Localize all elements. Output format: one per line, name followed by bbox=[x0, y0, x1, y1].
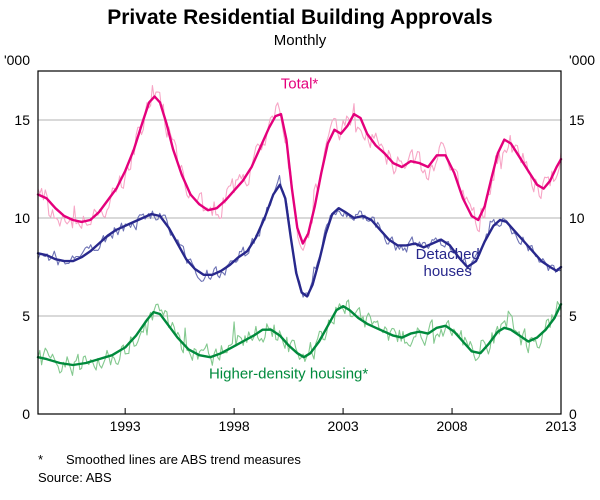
source-row: Source: ABS bbox=[38, 469, 600, 487]
y-tick-label-right-5: 5 bbox=[569, 308, 577, 324]
y-unit-right: '000 bbox=[569, 52, 595, 68]
chart-header: Private Residential Building Approvals M… bbox=[0, 0, 600, 49]
source-text: Source: ABS bbox=[38, 469, 112, 485]
y-tick-label-right-10: 10 bbox=[569, 210, 585, 226]
x-tick-label-2003: 2003 bbox=[328, 418, 359, 434]
chart-subtitle: Monthly bbox=[273, 32, 327, 50]
footnotes: * Smoothed lines are ABS trend measures … bbox=[0, 449, 600, 486]
y-tick-label-right-15: 15 bbox=[569, 112, 585, 128]
y-unit-left: '000 bbox=[4, 52, 30, 68]
y-tick-label-left-0: 0 bbox=[22, 406, 30, 422]
detached-houses-trend-line bbox=[36, 183, 563, 298]
y-tick-label-left-10: 10 bbox=[14, 210, 30, 226]
x-tick-label-1993: 1993 bbox=[110, 418, 141, 434]
footnote-row: * Smoothed lines are ABS trend measures bbox=[38, 451, 600, 469]
higher-density-housing-trend-line bbox=[36, 303, 563, 367]
total-series-label: Total* bbox=[281, 76, 319, 93]
higher-density-housing-monthly-line bbox=[37, 299, 562, 377]
total-monthly-line bbox=[37, 85, 562, 251]
x-tick-label-2013: 2013 bbox=[545, 418, 576, 434]
plot-frame bbox=[37, 70, 562, 415]
y-tick-label-right-0: 0 bbox=[569, 406, 577, 422]
footnote-text: Smoothed lines are ABS trend measures bbox=[66, 452, 301, 468]
detached-houses-series-label: Detached houses bbox=[416, 246, 480, 280]
y-tick-label-left-15: 15 bbox=[14, 112, 30, 128]
total-trend-line bbox=[36, 95, 563, 245]
x-tick-label-1998: 1998 bbox=[219, 418, 250, 434]
y-tick-label-left-5: 5 bbox=[22, 308, 30, 324]
chart-area: 1993 1998 2003 2008 2013 0 0 5 5 10 10 15 15'000'000… bbox=[0, 49, 600, 449]
page-title: Private Residential Building Approvals bbox=[107, 6, 493, 29]
higher-density-housing-series-label: Higher-density housing* bbox=[209, 366, 368, 383]
footnote-marker: * bbox=[38, 452, 44, 468]
x-tick-label-2008: 2008 bbox=[436, 418, 467, 434]
